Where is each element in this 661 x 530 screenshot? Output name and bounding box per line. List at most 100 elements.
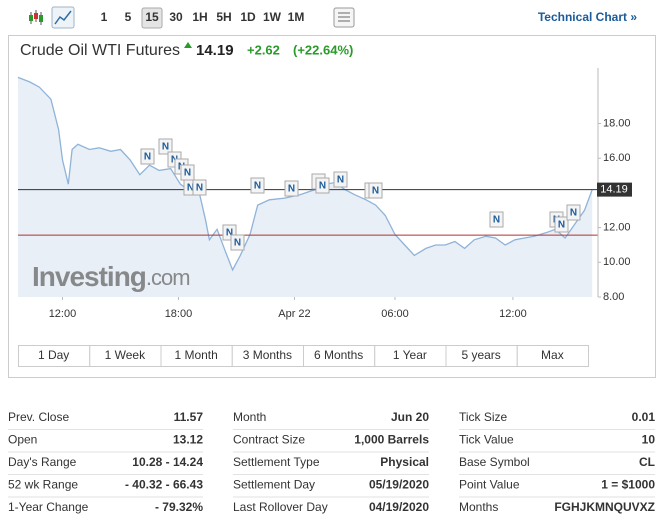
stat-label: Prev. Close (8, 410, 69, 424)
news-marker-label: N (144, 152, 151, 163)
news-marker[interactable] (192, 179, 207, 196)
news-marker[interactable] (566, 204, 581, 221)
technical-chart-link[interactable]: Technical Chart » (538, 10, 637, 24)
news-marker-label: N (254, 181, 261, 192)
news-marker[interactable] (284, 180, 299, 197)
news-marker-label: N (337, 175, 344, 186)
timeframe-button[interactable]: 1 (101, 10, 108, 24)
news-marker-label: N (226, 228, 233, 239)
stat-label: Day's Range (8, 455, 77, 469)
news-marker-label: N (493, 215, 500, 226)
news-marker[interactable] (554, 216, 569, 233)
candlestick-icon[interactable] (29, 10, 43, 25)
news-marker[interactable] (489, 211, 504, 228)
stats-table: Prev. Close 11.57 Open 13.12 Day's Range 10.2… (8, 410, 655, 514)
last-price: 14.19 (196, 42, 234, 59)
stat-label: 52 wk Range (8, 478, 78, 492)
news-marker-label: N (570, 208, 577, 219)
price-line (17, 76, 593, 272)
toolbar: Technical Chart » (29, 6, 637, 29)
stat-label: Months (459, 500, 498, 514)
news-marker-label: N (558, 220, 565, 231)
range-button-label: 1 Year (393, 348, 427, 362)
x-tick-label: 12:00 (499, 308, 527, 320)
timeframe-button[interactable]: 5 (125, 10, 132, 24)
table-icon[interactable] (333, 7, 355, 28)
news-marker-label: N (288, 184, 295, 195)
range-button-label: Max (541, 348, 564, 362)
price-change-percent: (+22.64%) (293, 42, 353, 57)
news-marker-label: N (196, 183, 203, 194)
stat-value: 05/19/2020 (369, 478, 429, 492)
area-chart-icon[interactable] (51, 6, 75, 29)
y-tick-label: 18.00 (603, 117, 631, 129)
range-button-label: 1 Month (174, 348, 217, 362)
plot-area: Investing.comNNNNNNNNNNNNNNNNNNNN8.0010.… (17, 68, 632, 320)
news-marker-label: N (234, 238, 241, 249)
range-button[interactable] (516, 345, 589, 367)
stat-label: Settlement Type (233, 455, 320, 469)
last-price-tag (597, 182, 632, 197)
timeframe-button[interactable]: 30 (169, 10, 183, 24)
stat-value: - 79.32% (155, 500, 203, 514)
range-button-label: 6 Months (314, 348, 363, 362)
last-price-tag-label: 14.19 (600, 184, 628, 196)
stat-label: Last Rollover Day (233, 500, 328, 514)
x-tick-label: 18:00 (165, 308, 193, 320)
timeframe-button[interactable]: 15 (145, 10, 159, 24)
stat-value: FGHJKMNQUVXZ (554, 500, 655, 514)
timeframe-button[interactable]: 5H (216, 10, 231, 24)
stat-label: Open (8, 433, 37, 447)
news-marker[interactable] (368, 182, 383, 199)
stat-value: 11.57 (174, 410, 204, 424)
stat-label: Base Symbol (459, 455, 530, 469)
x-tick-label: 06:00 (381, 308, 409, 320)
stat-value: 04/19/2020 (369, 500, 429, 514)
stat-value: Physical (380, 455, 429, 469)
stat-label: Tick Value (459, 433, 514, 447)
stat-label: Tick Size (459, 410, 508, 424)
stat-label: Point Value (459, 478, 520, 492)
y-tick-label: 12.00 (603, 222, 631, 234)
y-tick-label: 8.00 (603, 291, 624, 303)
stat-label: 1-Year Change (8, 500, 89, 514)
stat-value: 10 (642, 433, 656, 447)
range-button-label: 1 Day (38, 348, 69, 362)
stat-label: Contract Size (233, 433, 305, 447)
news-marker-label: N (184, 168, 191, 179)
timeframe-button[interactable]: 1H (192, 10, 207, 24)
x-tick-label: 12:00 (49, 308, 77, 320)
range-buttons: 1 Day 1 Week 1 Month 3 Months 6 Months 1 Year… (18, 345, 589, 367)
news-marker-label: N (372, 186, 379, 197)
news-marker-label: N (319, 181, 326, 192)
timeframe-button[interactable]: 1W (263, 10, 282, 24)
stat-value: CL (639, 455, 655, 469)
range-button-label: 5 years (461, 348, 500, 362)
news-marker[interactable] (315, 177, 330, 194)
stat-value: 10.28 - 14.24 (132, 455, 203, 469)
watermark-brand: Investing (32, 261, 146, 292)
news-marker[interactable] (230, 234, 245, 251)
range-button-label: 3 Months (243, 348, 292, 362)
news-marker[interactable] (250, 177, 265, 194)
x-tick-label: Apr 22 (278, 308, 310, 320)
news-marker[interactable] (158, 138, 173, 155)
stat-value: Jun 20 (391, 410, 429, 424)
stat-label: Month (233, 410, 266, 424)
news-marker[interactable] (140, 148, 155, 165)
timeframe-button[interactable]: 1M (288, 10, 305, 24)
up-arrow (184, 42, 192, 48)
y-tick-label: 10.00 (603, 256, 631, 268)
news-marker[interactable] (333, 171, 348, 188)
area-fill (18, 77, 593, 298)
timeframe-selected-bg (141, 7, 163, 29)
instrument-title: Crude Oil WTI Futures (20, 42, 180, 59)
timeframe-button[interactable]: 1D (240, 10, 256, 24)
news-marker-label: N (162, 142, 169, 153)
stat-value: 0.01 (632, 410, 656, 424)
stat-label: Settlement Day (233, 478, 315, 492)
range-button-label: 1 Week (105, 348, 146, 362)
y-tick-label: 16.00 (603, 152, 631, 164)
stat-value: - 40.32 - 66.43 (125, 478, 203, 492)
